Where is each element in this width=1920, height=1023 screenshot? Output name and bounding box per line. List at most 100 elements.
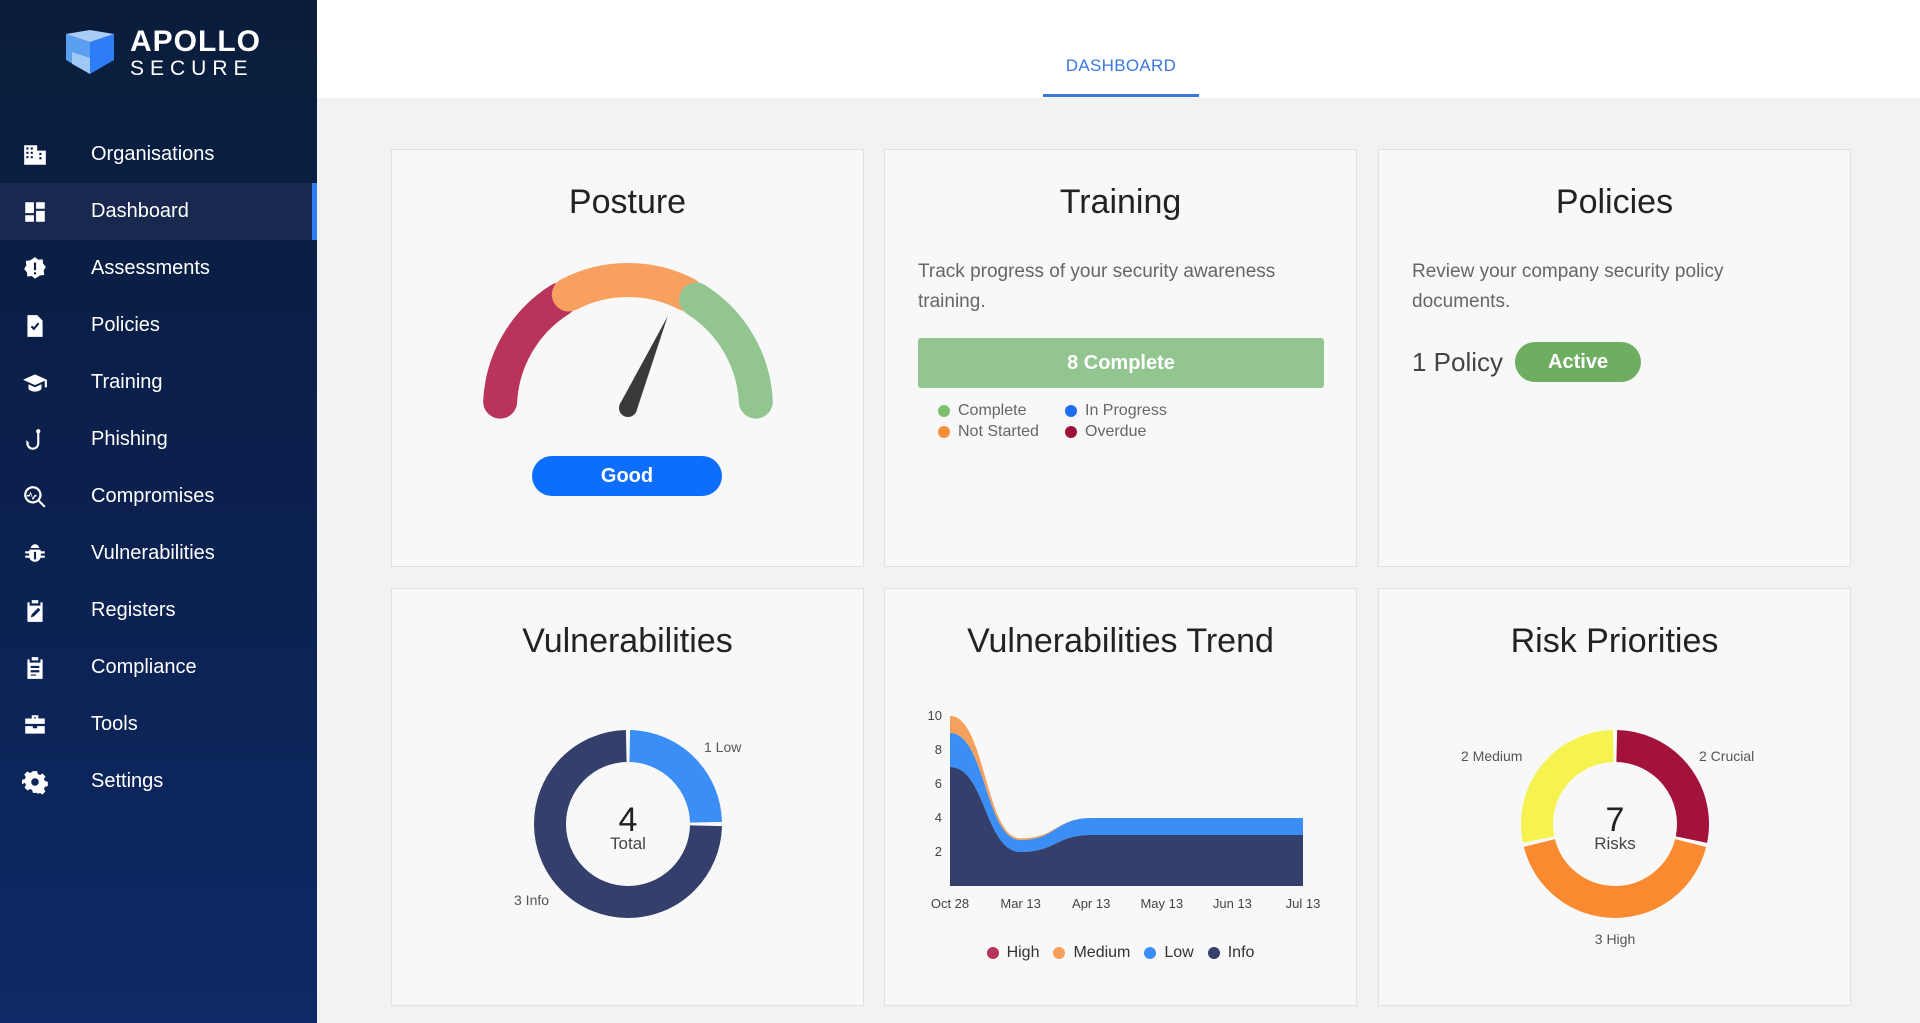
graduation-cap-icon — [20, 368, 50, 398]
sidebar: APOLLO SECURE Organisations Dashboard As… — [0, 0, 317, 1023]
posture-gauge — [483, 263, 773, 419]
logo[interactable]: APOLLO SECURE — [64, 27, 261, 79]
training-legend: Complete In Progress Not Started Overdue — [938, 402, 1195, 441]
legend-dot — [1207, 947, 1220, 959]
active-tab-indicator — [1043, 94, 1199, 97]
sidebar-item-compromises[interactable]: Compromises — [0, 468, 317, 525]
sidebar-item-label: Vulnerabilities — [91, 542, 215, 564]
alert-badge-icon — [20, 254, 50, 284]
donut-total-label: Total — [610, 834, 646, 853]
sidebar-item-vulnerabilities[interactable]: Vulnerabilities — [0, 525, 317, 582]
y-tick-label: 10 — [928, 708, 942, 723]
card-title: Vulnerabilities Trend — [967, 622, 1274, 660]
posture-status-badge: Good — [532, 456, 722, 496]
legend-label: Not Started — [958, 423, 1039, 440]
donut-slice-info[interactable] — [534, 730, 722, 918]
sidebar-item-label: Registers — [91, 599, 176, 621]
top-bar: DASHBOARD — [317, 0, 1920, 98]
gauge-needle-hub — [619, 399, 637, 417]
legend-dot — [1053, 947, 1066, 959]
brand-name: APOLLO — [130, 25, 261, 58]
policy-count: 1 Policy — [1412, 346, 1504, 377]
legend-label: High — [1006, 944, 1040, 961]
risk-priorities-card: Risk Priorities 7 Risks 2 Crucial 2 Medi… — [1378, 588, 1851, 1006]
fish-hook-icon — [20, 425, 50, 455]
legend-label: Overdue — [1085, 423, 1147, 440]
clipboard-edit-icon — [20, 596, 50, 626]
tab-dashboard[interactable]: DASHBOARD — [1065, 56, 1177, 75]
bug-icon — [20, 539, 50, 569]
legend-item-low[interactable]: Low — [1144, 944, 1194, 962]
risk-priorities-donut-chart: 7 Risks 2 Crucial 2 Medium 3 High — [1461, 730, 1754, 947]
sidebar-item-label: Organisations — [91, 143, 215, 165]
sidebar-item-label: Tools — [91, 713, 138, 735]
sidebar-item-dashboard[interactable]: Dashboard — [0, 183, 317, 240]
training-progress-bar[interactable]: 8 Complete — [918, 338, 1324, 388]
donut-slice-low[interactable] — [628, 730, 722, 824]
building-icon — [20, 140, 50, 170]
training-description: Track progress of your security awarenes… — [918, 261, 1276, 312]
legend-dot — [1065, 426, 1077, 438]
vulnerabilities-card: Vulnerabilities 4 Total 1 Low 3 Info — [391, 588, 864, 1006]
sidebar-item-label: Compliance — [91, 656, 197, 678]
magnify-pulse-icon — [20, 482, 50, 512]
vulnerabilities-trend-card: Vulnerabilities Trend 2 4 6 8 10 Oct 28 Mar 1… — [884, 588, 1357, 1006]
dashboard-icon — [20, 197, 50, 227]
training-card: Training Track progress of your security… — [884, 149, 1357, 567]
donut-slice-medium[interactable] — [1521, 730, 1615, 843]
trend-area-info[interactable] — [950, 767, 1303, 886]
donut-total-label: Risks — [1594, 834, 1636, 853]
x-tick-label: Oct 28 — [931, 896, 969, 911]
donut-slice-high[interactable] — [1523, 838, 1707, 918]
legend-dot — [938, 426, 950, 438]
legend-label: Complete — [958, 402, 1027, 419]
gear-icon — [20, 767, 50, 797]
legend-item-info[interactable]: Info — [1207, 944, 1255, 962]
donut-label-crucial: 2 Crucial — [1699, 748, 1754, 764]
sidebar-item-tools[interactable]: Tools — [0, 696, 317, 753]
policies-card: Policies Review your company security po… — [1378, 149, 1851, 567]
policy-status-badge[interactable]: Active — [1515, 342, 1642, 382]
gauge-needle — [619, 316, 668, 412]
donut-total-value: 4 — [619, 801, 638, 839]
donut-label-medium: 2 Medium — [1461, 748, 1522, 764]
x-tick-label: Jul 13 — [1286, 896, 1321, 911]
sidebar-item-training[interactable]: Training — [0, 354, 317, 411]
gauge-segment-fair — [551, 263, 705, 312]
sidebar-item-phishing[interactable]: Phishing — [0, 411, 317, 468]
legend-item-medium[interactable]: Medium — [1053, 944, 1130, 962]
vulnerabilities-trend-chart: 2 4 6 8 10 Oct 28 Mar 13 Apr 13 May 13 Jun 13 Jul… — [928, 708, 1321, 911]
x-tick-label: Jun 13 — [1213, 896, 1252, 911]
donut-label-low: 1 Low — [704, 739, 742, 755]
legend-label: Low — [1164, 944, 1194, 961]
sidebar-item-organisations[interactable]: Organisations — [0, 126, 317, 183]
x-tick-label: May 13 — [1140, 896, 1183, 911]
legend-item-high[interactable]: High — [986, 944, 1040, 962]
sidebar-item-label: Assessments — [91, 257, 210, 279]
card-title: Vulnerabilities — [522, 622, 733, 660]
posture-card: Posture Good — [391, 149, 864, 567]
sidebar-nav: Organisations Dashboard Assessments Poli… — [0, 126, 317, 810]
sidebar-item-policies[interactable]: Policies — [0, 297, 317, 354]
policies-description: Review your company security policy docu… — [1412, 261, 1724, 312]
legend-label: Info — [1227, 944, 1255, 961]
donut-slice-crucial[interactable] — [1615, 730, 1709, 843]
trend-area-low[interactable] — [950, 733, 1303, 852]
legend-dot — [1144, 947, 1157, 959]
donut-label-high: 3 High — [1595, 931, 1635, 947]
y-tick-label: 8 — [935, 742, 942, 757]
legend-label: In Progress — [1085, 402, 1167, 419]
legend-label: Medium — [1073, 944, 1131, 961]
vulnerabilities-donut-chart: 4 Total 1 Low 3 Info — [514, 730, 742, 918]
sidebar-item-assessments[interactable]: Assessments — [0, 240, 317, 297]
y-tick-label: 2 — [935, 844, 942, 859]
gauge-segment-poor — [483, 282, 577, 419]
legend-item-in-progress: In Progress — [1065, 402, 1195, 420]
legend-item-complete: Complete — [938, 402, 1065, 420]
legend-item-not-started: Not Started — [938, 423, 1065, 441]
sidebar-item-settings[interactable]: Settings — [0, 753, 317, 810]
sidebar-item-registers[interactable]: Registers — [0, 582, 317, 639]
sidebar-item-compliance[interactable]: Compliance — [0, 639, 317, 696]
y-tick-label: 6 — [935, 776, 942, 791]
legend-dot — [986, 947, 999, 959]
